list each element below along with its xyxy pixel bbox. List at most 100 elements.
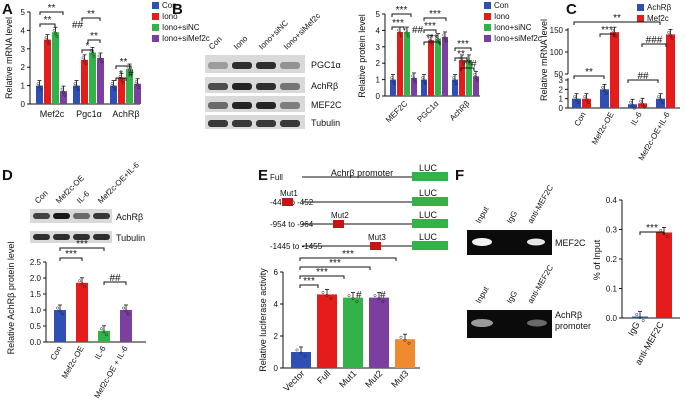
y-tick-label: 0 (559, 104, 564, 113)
x-tick-label: Mef2c-OE (590, 111, 616, 147)
blot-band (93, 213, 110, 219)
significance-label: ## (637, 71, 649, 82)
significance-label: *** (426, 33, 438, 44)
data-point (468, 62, 472, 66)
significance-bracket: *** (391, 18, 405, 30)
significance-label: ** (457, 49, 465, 60)
significance-bracket: *** (423, 9, 447, 21)
data-point (642, 105, 646, 109)
bracket-line (423, 29, 437, 33)
x-tick-label: Vector (281, 368, 306, 393)
significance-label: *** (457, 39, 469, 50)
panel-letter: C (566, 1, 577, 18)
data-point (659, 98, 662, 102)
significance-bracket: ** (573, 13, 661, 25)
significance-bracket: *** (391, 5, 412, 17)
mutation-label: Mut3 (368, 233, 386, 242)
significance-bracket: *** (299, 276, 319, 288)
data-point (407, 341, 411, 345)
y-tick-label: 0.1 (606, 285, 618, 294)
significance-label: *** (342, 249, 354, 260)
significance-bracket: ** (573, 67, 605, 79)
data-point (99, 57, 102, 61)
y-tick-label: 3 (21, 45, 26, 54)
data-point (422, 79, 426, 83)
blot-band (256, 102, 276, 109)
data-point (100, 60, 104, 64)
bar-Iono+siMef2c (442, 36, 448, 96)
bracket-line (573, 21, 661, 25)
western-blot-b (205, 55, 305, 129)
x-tick-label: PGC1α (415, 99, 440, 124)
panel-letter: A (2, 1, 13, 18)
bracket-line (59, 247, 105, 251)
data-point (404, 28, 408, 32)
bar-Mut3 (395, 339, 415, 368)
bar-Iono (118, 78, 125, 104)
legend-swatch (152, 35, 159, 42)
gel-column-label: IgG (505, 209, 519, 225)
data-point (100, 327, 104, 331)
significance-label: ** (87, 9, 95, 20)
legend-label: Iono+siNC (494, 23, 532, 32)
y-tick-label: 0.3 (606, 226, 618, 235)
bar-Iono+siMef2c (97, 58, 104, 104)
bracket-line (573, 75, 605, 79)
western-blot-d (30, 209, 112, 243)
data-point (659, 229, 663, 232)
luc-box (412, 241, 448, 250)
blot-band (280, 62, 300, 69)
construct-label: Full (270, 173, 283, 182)
data-point (473, 72, 477, 76)
blot-row-label: AchRβ (116, 212, 143, 222)
bracket-line (87, 39, 101, 43)
data-point (351, 297, 355, 301)
data-point (399, 34, 403, 38)
significance-bracket: *** (59, 239, 105, 251)
data-point (665, 235, 669, 238)
significance-label: ** (120, 57, 128, 68)
x-tick-label: Full (315, 368, 332, 385)
luc-label: LUC (419, 188, 438, 198)
bracket-line (454, 57, 468, 61)
data-point (670, 36, 674, 40)
y-tick-label: 4 (274, 300, 279, 309)
legend-swatch (152, 2, 159, 9)
data-point (54, 31, 57, 35)
mutation-box (370, 242, 381, 250)
gel-label: AchRβ (555, 310, 582, 320)
data-point (390, 76, 394, 80)
y-tick-label: 0 (274, 364, 279, 373)
x-tick-label: Mef2c-OE (60, 345, 86, 381)
data-point (454, 82, 458, 86)
mutation-box (282, 198, 293, 206)
promoter-label: Achrβ promoter (331, 168, 393, 178)
data-point (452, 76, 456, 80)
legend-label: Iono+siNC (162, 23, 200, 32)
data-point (104, 333, 108, 337)
x-tick-label: IL-6 (93, 344, 108, 361)
luc-label: LUC (419, 163, 438, 173)
bar-Mef2c (666, 34, 675, 108)
bar-Iono+siMef2c (411, 77, 417, 96)
gel-band (527, 238, 545, 246)
data-point (411, 74, 415, 78)
data-point (403, 338, 407, 342)
blot-column-label: Iono (232, 34, 250, 52)
bar-Iono (81, 59, 88, 104)
significance-bracket: ** (454, 49, 468, 61)
blot-band (256, 120, 276, 127)
data-point (303, 354, 307, 358)
legend-label: AchRβ (647, 3, 672, 12)
blot-row-label: Tubulin (311, 118, 340, 128)
bracket-line (299, 284, 319, 288)
blot-band (53, 234, 70, 240)
blot-band (280, 83, 300, 90)
data-point (639, 99, 643, 103)
data-point (78, 279, 82, 283)
data-point (397, 28, 401, 32)
significance-label: * (119, 69, 123, 80)
y-tick-label: 0 (376, 92, 381, 101)
significance-bracket: ### (641, 35, 667, 47)
